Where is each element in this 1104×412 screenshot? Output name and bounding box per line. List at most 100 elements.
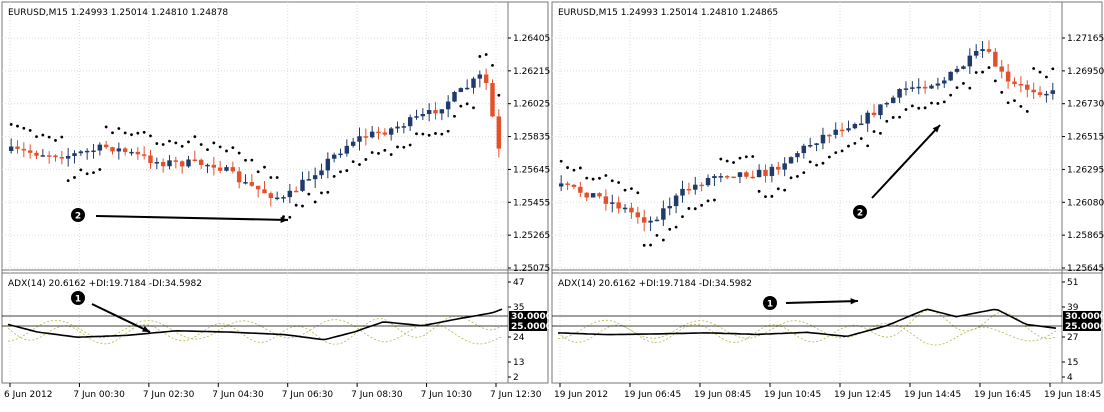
left-time-label: 7 Jun 04:30 xyxy=(212,390,264,400)
right-price-tick-label: 1.26730 xyxy=(1067,100,1104,110)
right-bear-candle xyxy=(763,169,768,176)
left-sar-dot xyxy=(301,204,304,208)
left-bear-candle xyxy=(46,155,52,157)
right-sar-dot xyxy=(796,174,799,178)
right-sar-dot xyxy=(674,225,678,229)
left-bull-candle xyxy=(97,144,103,151)
right-sar-dot xyxy=(834,151,838,155)
left-sar-dot xyxy=(326,190,330,194)
left-arrow-1 xyxy=(91,303,151,333)
right-bear-candle xyxy=(999,66,1004,72)
left-bull-candle xyxy=(420,113,426,117)
right-sar-dot xyxy=(936,102,940,105)
left-bear-candle xyxy=(262,189,267,194)
right-sar-dot xyxy=(738,156,742,160)
left-bear-candle xyxy=(53,155,58,158)
right-bull-candle xyxy=(942,80,947,84)
left-bull-candle xyxy=(243,182,248,184)
right-bull-candle xyxy=(648,220,653,223)
right-sar-dot xyxy=(610,179,614,183)
left-sar-dot xyxy=(459,104,463,108)
left-plus-di-line xyxy=(7,315,503,345)
right-bear-candle xyxy=(731,176,736,179)
right-bull-candle xyxy=(693,184,698,190)
right-sar-dot xyxy=(751,155,755,158)
left-bear-candle xyxy=(173,160,179,162)
right-minus-di-line xyxy=(557,319,1057,346)
left-sar-dot xyxy=(85,172,89,176)
right-bull-candle xyxy=(814,143,819,146)
right-bear-candle xyxy=(571,184,577,187)
left-bear-candle xyxy=(376,131,381,134)
right-bull-candle xyxy=(712,176,717,179)
left-sar-dot xyxy=(294,203,298,207)
left-sar-dot xyxy=(22,126,26,130)
right-sar-dot xyxy=(604,174,608,177)
right-sar-dot xyxy=(962,81,965,85)
right-bull-candle xyxy=(718,176,724,178)
left-bear-candle xyxy=(160,162,166,167)
right-bear-candle xyxy=(578,186,583,193)
left-time-label: 7 Jun 12:30 xyxy=(490,390,542,400)
left-bear-candle xyxy=(15,146,20,149)
right-sar-dot xyxy=(853,141,857,145)
right-sar-dot xyxy=(981,70,984,74)
right-bull-candle xyxy=(795,153,800,158)
left-sar-dot xyxy=(199,143,203,146)
left-sar-dot xyxy=(161,143,165,146)
right-bull-candle xyxy=(948,71,953,81)
right-bear-candle xyxy=(1025,84,1030,90)
left-bull-candle xyxy=(129,151,134,154)
left-sar-dot xyxy=(472,106,475,110)
right-bull-candle xyxy=(852,124,858,129)
left-sar-dot xyxy=(117,127,121,130)
left-sar-dot xyxy=(212,141,216,145)
left-adx-header: ADX(14) 20.6162 +DI:19.7184 -DI:34.5982 xyxy=(8,279,202,289)
left-sar-dot xyxy=(351,160,355,164)
right-sar-dot xyxy=(942,100,946,104)
left-time-label: 7 Jun 00:30 xyxy=(73,390,125,400)
right-sar-dot xyxy=(910,104,914,108)
right-sar-dot xyxy=(968,86,972,90)
left-sar-dot xyxy=(320,191,323,195)
left-sar-dot xyxy=(421,132,425,136)
right-sar-dot xyxy=(668,227,672,231)
right-sar-dot xyxy=(872,130,876,133)
right-bull-candle xyxy=(980,49,985,51)
left-sar-dot xyxy=(35,135,38,139)
left-sar-dot xyxy=(497,93,501,97)
left-bull-candle xyxy=(116,148,122,152)
right-bull-candle xyxy=(807,145,813,147)
left-time-label: 7 Jun 02:30 xyxy=(143,390,195,400)
right-time-label: 19 Jun 2012 xyxy=(554,390,608,400)
left-sar-dot xyxy=(282,215,285,219)
right-bear-candle xyxy=(993,51,998,67)
left-bear-candle xyxy=(490,83,495,117)
right-bear-candle xyxy=(871,112,877,116)
left-adx-line xyxy=(7,308,503,341)
left-bull-candle xyxy=(344,145,350,154)
right-bear-candle xyxy=(922,86,928,89)
right-time-label: 19 Jun 16:45 xyxy=(974,390,1031,400)
right-sar-dot xyxy=(706,199,710,203)
right-bull-candle xyxy=(782,163,787,170)
left-sar-dot xyxy=(60,135,64,139)
left-bull-candle xyxy=(300,179,305,191)
left-sar-dot xyxy=(149,134,152,138)
left-bull-candle xyxy=(388,128,394,135)
left-bull-candle xyxy=(471,78,476,88)
right-adx-tick-label: 4 xyxy=(1067,373,1073,383)
left-bear-candle xyxy=(230,167,236,172)
right-sar-dot xyxy=(904,108,908,111)
left-sar-dot xyxy=(377,151,380,155)
left-sar-dot xyxy=(237,151,241,155)
right-sar-dot xyxy=(1013,99,1016,103)
left-level-tag-label: 25.0000 xyxy=(511,322,552,332)
right-adx-header: ADX(14) 20.6162 +DI:19.7184 -DI:34.5982 xyxy=(558,279,752,289)
right-bear-candle xyxy=(635,212,641,218)
left-sar-dot xyxy=(104,125,108,129)
left-price-tick-label: 1.25265 xyxy=(513,231,550,241)
left-bear-candle xyxy=(122,148,128,152)
left-adx-tick-label: 47 xyxy=(513,278,524,288)
right-sar-dot xyxy=(1051,67,1055,71)
